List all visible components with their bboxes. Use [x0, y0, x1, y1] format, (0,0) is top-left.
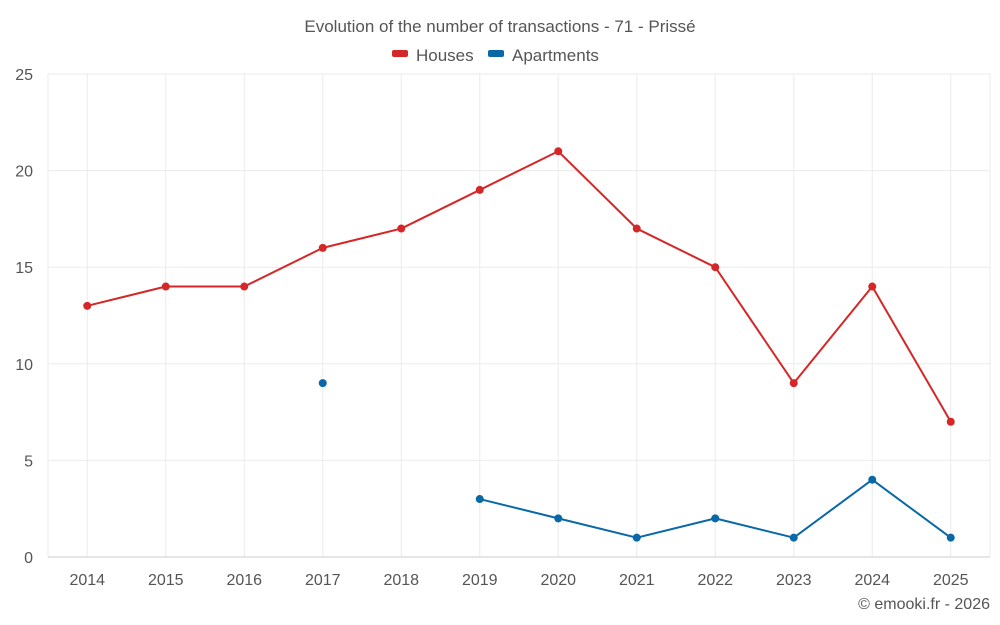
y-tick-label: 10 [15, 357, 33, 374]
data-point-houses-2022[interactable] [711, 263, 720, 272]
legend: Houses Apartments [392, 46, 599, 65]
data-point-apartments-2023[interactable] [789, 533, 798, 542]
series-line-houses [87, 150, 952, 423]
data-point-apartments-2022[interactable] [711, 514, 720, 523]
x-tick-label: 2021 [619, 572, 655, 589]
x-tick-label: 2020 [540, 572, 576, 589]
credit-text: © emooki.fr - 2026 [858, 596, 990, 613]
data-point-apartments-2020[interactable] [554, 514, 563, 523]
data-point-houses-2019[interactable] [475, 185, 484, 194]
data-point-houses-2023[interactable] [789, 379, 798, 388]
data-point-houses-2024[interactable] [868, 282, 877, 291]
x-tick-label: 2017 [305, 572, 341, 589]
x-tick-label: 2022 [697, 572, 733, 589]
x-tick-label: 2014 [69, 572, 105, 589]
data-point-apartments-2019[interactable] [475, 495, 484, 504]
legend-swatch-houses[interactable] [392, 50, 408, 57]
data-point-apartments-2021[interactable] [632, 533, 641, 542]
data-point-houses-2025[interactable] [946, 417, 955, 426]
x-tick-label: 2019 [462, 572, 498, 589]
data-point-houses-2021[interactable] [632, 224, 641, 233]
y-tick-label: 0 [24, 550, 33, 567]
legend-label-houses[interactable]: Houses [416, 46, 474, 65]
data-point-houses-2020[interactable] [554, 147, 563, 156]
data-point-houses-2015[interactable] [161, 282, 170, 291]
y-tick-label: 25 [15, 67, 33, 84]
y-axis: 0 5 10 15 20 25 [15, 67, 33, 567]
chart-title: Evolution of the number of transactions … [304, 17, 695, 36]
data-point-houses-2016[interactable] [240, 282, 249, 291]
x-tick-label: 2016 [226, 572, 262, 589]
x-axis: 2014 2015 2016 2017 2018 2019 2020 2021 2022 2023… [69, 572, 968, 589]
legend-label-apartments[interactable]: Apartments [512, 46, 599, 65]
data-point-apartments-2025[interactable] [946, 533, 955, 542]
x-tick-label: 2018 [383, 572, 419, 589]
data-point-houses-2017[interactable] [318, 243, 327, 252]
series-group [83, 147, 955, 542]
y-tick-label: 15 [15, 260, 33, 277]
x-tick-label: 2015 [148, 572, 184, 589]
y-tick-label: 5 [24, 453, 33, 470]
data-point-houses-2014[interactable] [83, 301, 92, 310]
x-tick-label: 2024 [854, 572, 890, 589]
legend-swatch-apartments[interactable] [488, 50, 504, 57]
y-tick-label: 20 [15, 164, 33, 181]
x-tick-label: 2023 [776, 572, 812, 589]
data-point-apartments-2017[interactable] [318, 379, 327, 388]
data-point-apartments-2024[interactable] [868, 475, 877, 484]
x-tick-label: 2025 [933, 572, 969, 589]
data-point-houses-2018[interactable] [397, 224, 406, 233]
